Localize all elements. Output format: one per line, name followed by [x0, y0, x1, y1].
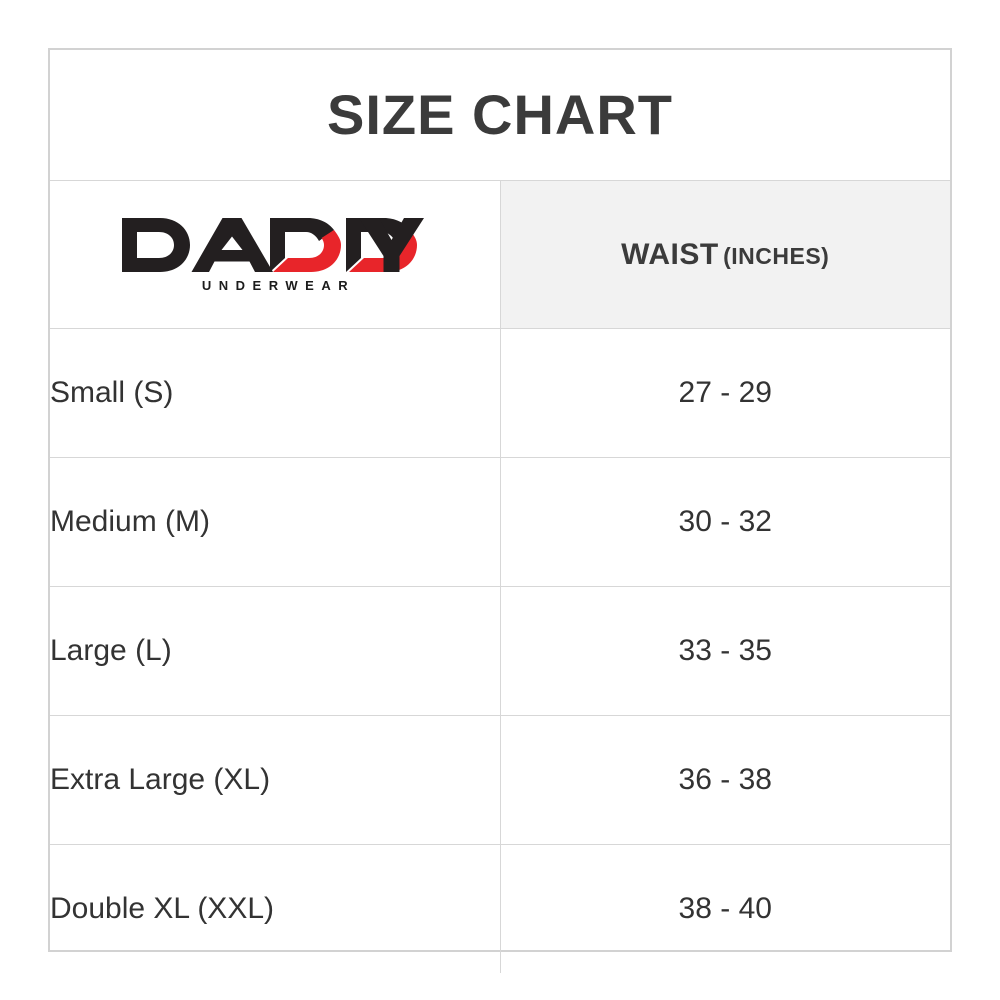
size-label-cell: Medium (M)	[50, 457, 501, 587]
table-row: Small (S) 27 - 29	[50, 328, 950, 458]
brand-tagline: UNDERWEAR	[201, 278, 356, 293]
size-label-cell: Large (L)	[50, 586, 501, 716]
size-chart-card: SIZE CHART	[48, 48, 952, 973]
size-chart-table: SIZE CHART	[50, 50, 950, 973]
size-label-cell: Small (S)	[50, 328, 501, 458]
waist-value-cell: 36 - 38	[499, 715, 950, 845]
title-row: SIZE CHART	[50, 50, 950, 181]
brand-logo-cell: UNDERWEAR	[50, 180, 501, 329]
header-row: UNDERWEAR WAIST (INCHES)	[50, 180, 950, 329]
table-row: Double XL (XXL) 38 - 40	[50, 844, 950, 973]
waist-value-cell: 38 - 40	[499, 844, 950, 973]
title-cell: SIZE CHART	[50, 50, 950, 181]
size-label-cell: Double XL (XXL)	[50, 844, 501, 973]
waist-value-cell: 30 - 32	[499, 457, 950, 587]
table-row: Large (L) 33 - 35	[50, 586, 950, 716]
waist-column-header: WAIST (INCHES)	[499, 180, 950, 329]
daddy-wordmark-icon	[121, 218, 424, 272]
waist-value-cell: 33 - 35	[499, 586, 950, 716]
table-row: Medium (M) 30 - 32	[50, 457, 950, 587]
page-title: SIZE CHART	[327, 83, 673, 146]
size-label-cell: Extra Large (XL)	[50, 715, 501, 845]
brand-lockup: UNDERWEAR	[120, 214, 430, 292]
waist-value-cell: 27 - 29	[499, 328, 950, 458]
waist-header-label: WAIST	[621, 237, 719, 271]
waist-header-unit: (INCHES)	[723, 242, 830, 269]
table-row: Extra Large (XL) 36 - 38	[50, 715, 950, 845]
